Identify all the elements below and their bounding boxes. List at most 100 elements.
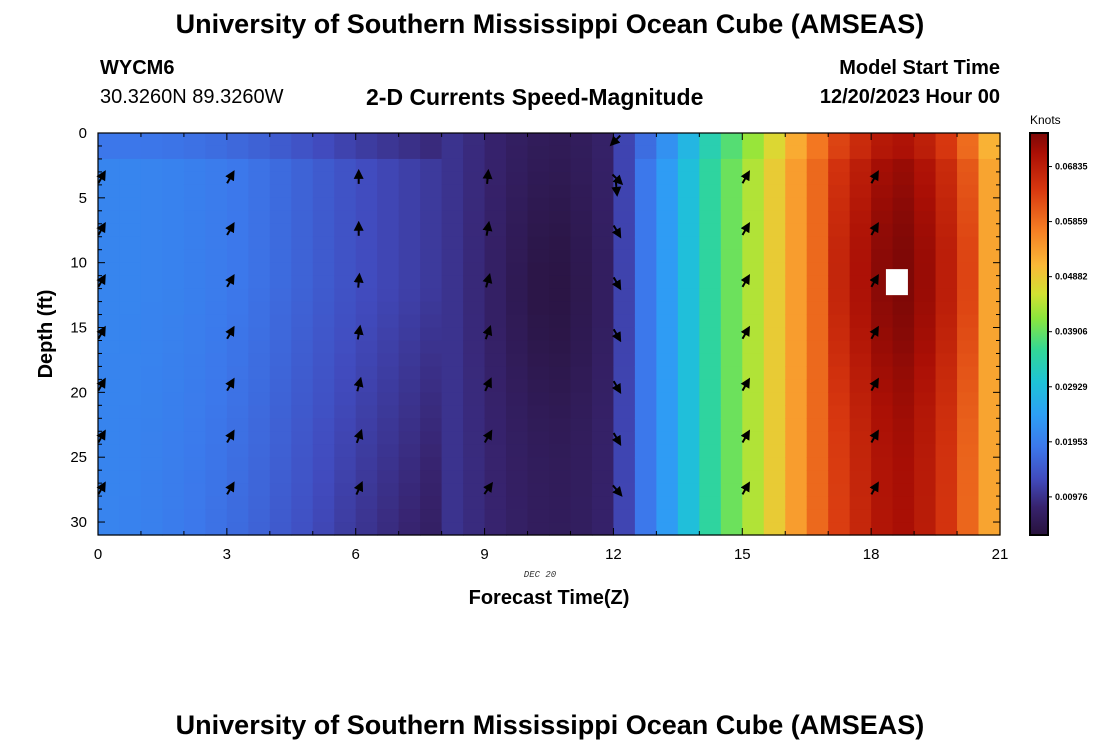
heatmap-cell [377,353,400,368]
heatmap-cell [720,470,743,484]
heatmap-cell [398,314,421,329]
heatmap-cell [334,133,357,147]
heatmap-cell [183,314,206,329]
heatmap-cell [656,197,679,212]
heatmap-cell [591,366,615,380]
heatmap-cell [355,457,378,471]
current-arrow [96,222,106,236]
heatmap-cell [656,210,679,225]
heatmap-cell [484,145,507,160]
heatmap-cell [570,171,593,186]
heatmap-cell [140,314,164,329]
heatmap-cell [828,483,851,497]
heatmap-cell [183,171,206,186]
heatmap-cell [957,288,980,303]
heatmap-cell [677,145,700,160]
heatmap-cell [162,184,185,199]
heatmap-cell [334,522,357,536]
heatmap-cell [957,522,980,536]
current-arrow [482,272,493,288]
heatmap-cell [828,496,851,510]
heatmap-cell [634,522,657,536]
heatmap-cell [742,197,765,212]
heatmap-cell [570,197,593,212]
heatmap-cell [957,431,980,445]
heatmap-cell [377,457,400,471]
heatmap-cell [828,197,851,212]
heatmap-cell [634,288,657,303]
heatmap-cell [935,171,958,186]
heatmap-cell [677,275,700,290]
heatmap-cell [549,496,572,510]
heatmap-cell [613,301,636,316]
current-arrow [869,170,879,184]
heatmap-cell [226,509,249,523]
heatmap-cell [355,236,378,251]
heatmap-cell [978,366,1001,380]
heatmap-cell [849,405,872,419]
heatmap-cell [248,418,271,432]
heatmap-cell [291,444,314,458]
heatmap-cell [463,275,486,290]
heatmap-cell [763,171,786,186]
heatmap-cell [677,184,700,199]
heatmap-cell [140,483,164,497]
heatmap-cell [506,210,529,225]
heatmap-cell [183,496,206,510]
heatmap-cell [441,496,464,510]
heatmap-cell [720,444,743,458]
heatmap-cell [527,275,550,290]
heatmap-cell [183,444,206,458]
heatmap-cell [226,444,249,458]
heatmap-cell [978,223,1001,238]
heatmap-cell [892,431,915,445]
heatmap-cell [291,405,314,419]
heatmap-cell [140,379,164,393]
heatmap-cell [549,210,572,225]
heatmap-cell [742,496,765,510]
heatmap-cell [806,496,829,510]
heatmap-cell [957,197,980,212]
heatmap-cell [312,158,335,173]
heatmap-cell [291,133,314,147]
heatmap-cell [634,158,657,173]
heatmap-cell [527,210,550,225]
heatmap-cell [119,327,142,342]
model-start-label: Model Start Time [839,57,1000,79]
heatmap-cell [269,366,292,380]
heatmap-cell [656,249,679,264]
heatmap-cell [935,184,958,199]
heatmap-cell [140,275,164,290]
heatmap-cell [785,431,808,445]
heatmap-cell [677,509,700,523]
heatmap-cell [785,236,808,251]
heatmap-cell [291,288,314,303]
heatmap-cell [978,262,1001,277]
heatmap-cell [957,483,980,497]
heatmap-cell [978,327,1001,342]
heatmap-cell [205,340,228,355]
heatmap-cell [763,184,786,199]
heatmap-cell [699,431,722,445]
heatmap-cell [699,249,722,264]
heatmap-cell [892,145,915,160]
heatmap-cell [699,509,722,523]
heatmap-cell [527,288,550,303]
heatmap-cell [549,262,572,277]
heatmap-cell [785,210,808,225]
y-tick-label: 0 [79,125,87,142]
heatmap-cell [291,184,314,199]
heatmap-cell [935,496,958,510]
heatmap-cell [763,470,786,484]
heatmap-cell [570,288,593,303]
heatmap-cell [806,444,829,458]
heatmap-cell [398,496,421,510]
heatmap-cell [914,197,937,212]
heatmap-cell [484,236,507,251]
heatmap-cell [892,314,915,329]
heatmap-cell [935,431,958,445]
heatmap-cell [506,223,529,238]
heatmap-cell [205,392,228,406]
heatmap-cell [420,314,443,329]
heatmap-cell [935,314,958,329]
